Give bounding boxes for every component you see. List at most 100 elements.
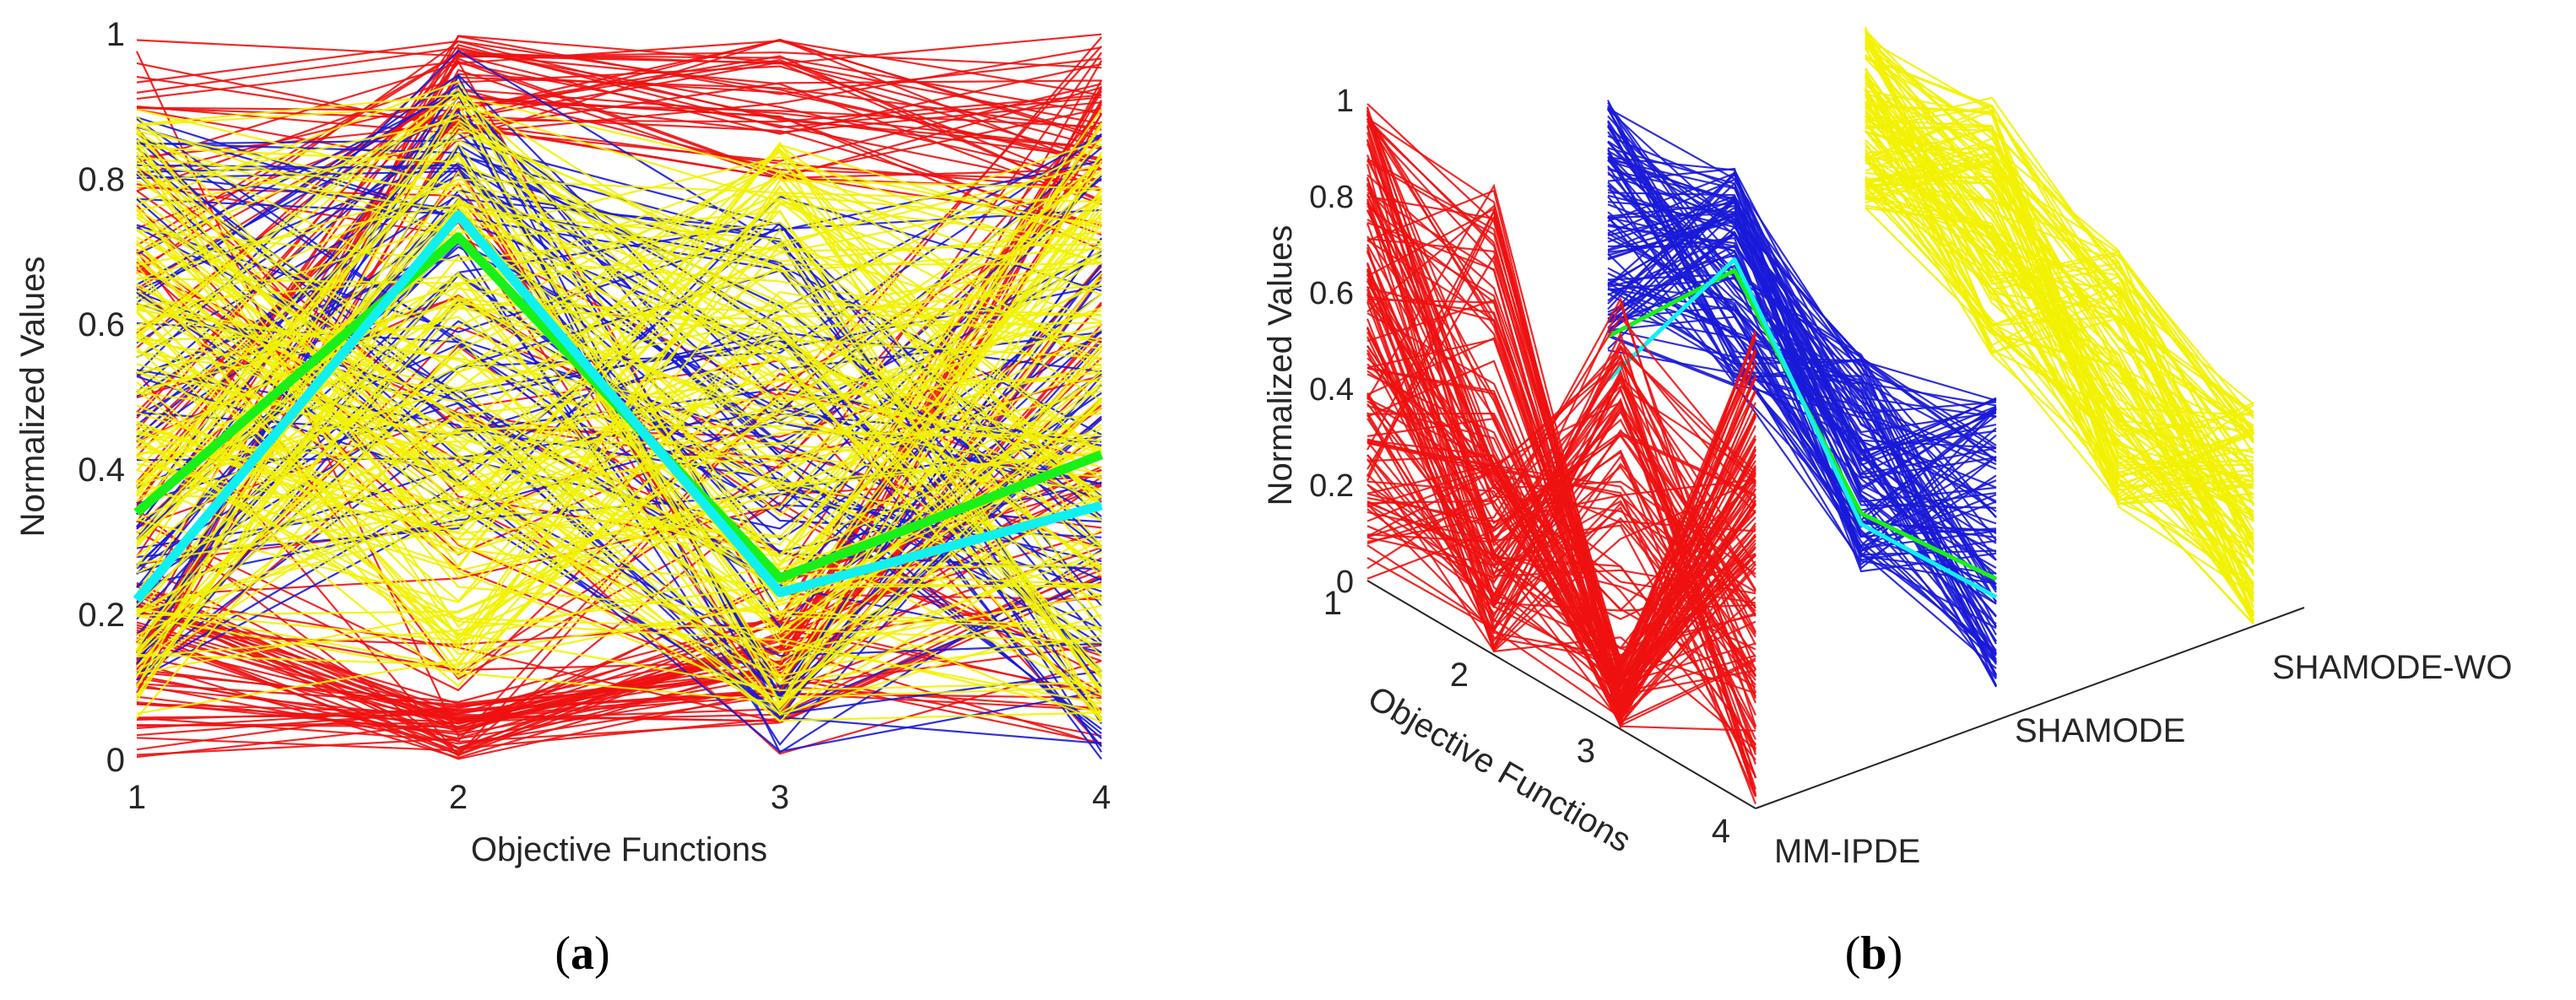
panel-a-line-yellow bbox=[136, 203, 1102, 691]
panel-a-line-yellow bbox=[136, 153, 1102, 684]
panel-b-line-MM-IPDE bbox=[1366, 204, 1757, 686]
panel-a-line-yellow bbox=[136, 159, 1102, 680]
panel-b-line-SHAMODE bbox=[1607, 201, 1997, 467]
panel-a-x-axis-label: Objective Functions bbox=[471, 831, 767, 868]
panel-b-line-SHAMODE-WO bbox=[1864, 57, 2254, 504]
panel-a-line-red bbox=[136, 75, 1102, 180]
panel-a-y-tick-label: 0.4 bbox=[78, 451, 125, 489]
panel-a-x-tick-label: 3 bbox=[771, 779, 789, 816]
panel-a-line-yellow bbox=[136, 300, 1102, 688]
panel-a-line-yellow bbox=[136, 305, 1102, 558]
panel-a-caption-letter: a bbox=[571, 927, 594, 980]
panel-b-line-MM-IPDE bbox=[1366, 126, 1756, 683]
panel-b-line-SHAMODE-WO bbox=[1864, 68, 2254, 551]
panel-b-line-SHAMODE-WO bbox=[1864, 86, 2254, 598]
panel-b-line-SHAMODE-WO bbox=[1864, 115, 2254, 503]
panel-a-line-red bbox=[136, 38, 1102, 170]
panel-b-line-SHAMODE-WO bbox=[1864, 29, 2254, 442]
panel-a-line-red bbox=[136, 196, 1102, 565]
panel-b-z-tick-label: SHAMODE-WO bbox=[2272, 649, 2512, 686]
panel-b-line-SHAMODE-WO bbox=[1864, 89, 2254, 489]
panel-b-line-SHAMODE bbox=[1607, 275, 1997, 489]
panel-b-line-SHAMODE-WO bbox=[1864, 178, 2254, 594]
panel-a-line-blue bbox=[136, 300, 1102, 735]
panel-b-y-axis-label: Normalized Values bbox=[1262, 225, 1299, 506]
panel-a-line-red bbox=[136, 93, 1102, 270]
panel-b-line-MM-IPDE bbox=[1366, 374, 1756, 671]
panel-a-axes: 0 0.2 0.4 0.6 0.8 1 1 2 3 4 bbox=[78, 16, 1111, 816]
panel-a-line-yellow bbox=[136, 256, 1102, 642]
panel-a-y-tick-label: 0.8 bbox=[78, 161, 125, 198]
panel-a-series-cyan bbox=[133, 210, 1103, 603]
panel-a-line-yellow bbox=[136, 138, 1102, 546]
panel-b-line-SHAMODE bbox=[1607, 107, 1997, 548]
panel-b-x-axis-line bbox=[1366, 580, 1756, 809]
panel-a-bundle-yellow bbox=[136, 80, 1102, 723]
panel-a-line-blue bbox=[136, 376, 1102, 753]
panel-b-x-tick-label: 3 bbox=[1577, 732, 1595, 770]
panel-b-line-SHAMODE-WO bbox=[1864, 115, 2254, 552]
panel-b-z-tick-label: SHAMODE bbox=[2015, 712, 2185, 749]
panel-b-line-MM-IPDE bbox=[1366, 442, 1757, 797]
panel-b-axes: 0 0.2 0.4 0.6 0.8 1 1 2 3 4 MM-IPDE SHAMODE SHAMODE-… bbox=[1309, 84, 2512, 870]
panel-a-line-red bbox=[136, 54, 1102, 349]
panel-b-line-SHAMODE-WO bbox=[1864, 111, 2254, 572]
panel-b-x-axis-label: Objective Functions bbox=[1361, 679, 1637, 860]
panel-a-line-yellow bbox=[136, 146, 1102, 672]
panel-a-line-yellow bbox=[136, 290, 1102, 603]
panel-a-chart: 0 0.2 0.4 0.6 0.8 1 1 2 3 4 Objective Functions N… bbox=[14, 16, 1111, 868]
panel-b-line-MM-IPDE bbox=[1366, 375, 1757, 750]
panel-a-x-tick-label: 2 bbox=[449, 779, 468, 816]
panel-a-line-yellow bbox=[136, 420, 1102, 704]
panel-b-line-SHAMODE bbox=[1607, 195, 1997, 542]
panel-a-line-yellow bbox=[136, 139, 1102, 579]
panel-a-line-yellow bbox=[136, 127, 1102, 677]
panel-a-y-tick-label: 1 bbox=[106, 16, 125, 53]
panel-b-caption: (b) bbox=[1845, 927, 1902, 980]
panel-b-line-MM-IPDE bbox=[1366, 174, 1756, 666]
panel-b-line-MM-IPDE bbox=[1366, 295, 1757, 669]
panel-a-line-yellow bbox=[136, 138, 1102, 312]
panel-b-line-SHAMODE-WO bbox=[1864, 93, 2254, 434]
panel-b-line-MM-IPDE bbox=[1366, 327, 1756, 695]
panel-a-line-yellow bbox=[136, 429, 1102, 588]
panel-a-line-yellow bbox=[136, 293, 1102, 614]
panel-b-line-SHAMODE bbox=[1607, 170, 1997, 657]
panel-a-caption-open: ( bbox=[555, 927, 571, 980]
panel-b-line-MM-IPDE bbox=[1366, 208, 1756, 718]
panel-a-line-blue bbox=[136, 85, 1102, 630]
panel-a-line-yellow bbox=[136, 240, 1102, 666]
panel-b-line-MM-IPDE bbox=[1366, 370, 1756, 703]
panel-b-line-MM-IPDE bbox=[1366, 330, 1757, 711]
panel-a-y-tick-label: 0.2 bbox=[78, 597, 125, 634]
panel-a-line-red bbox=[136, 41, 1102, 274]
panel-a-line-yellow bbox=[136, 132, 1102, 509]
panel-b-line-SHAMODE bbox=[1607, 102, 1997, 603]
panel-b-caption-close: ) bbox=[1887, 927, 1903, 980]
panel-b-line-SHAMODE bbox=[1607, 211, 1997, 479]
panel-a-line-red bbox=[136, 685, 1102, 756]
panel-b-y-tick-label: 0.4 bbox=[1309, 372, 1354, 408]
panel-a-line-red bbox=[136, 38, 1102, 439]
panel-b-y-tick-label: 1 bbox=[1336, 84, 1354, 119]
panel-b-x-tick-label: 4 bbox=[1712, 813, 1730, 850]
panel-a-line-yellow bbox=[136, 80, 1102, 582]
panel-a-x-tick-label: 1 bbox=[127, 779, 146, 816]
panel-b-x-tick-label: 1 bbox=[1323, 585, 1342, 622]
panel-b-plot-lines bbox=[1366, 26, 2255, 804]
panel-b-line-MM-IPDE bbox=[1366, 469, 1756, 686]
panel-a-line-yellow bbox=[136, 424, 1102, 715]
panel-b-y-tick-label: 0.2 bbox=[1309, 468, 1354, 504]
panel-b-y-tick-label: 0.8 bbox=[1309, 180, 1354, 215]
panel-a-line-red bbox=[136, 569, 1102, 719]
panel-b-line-SHAMODE-WO bbox=[1864, 72, 2254, 417]
panel-b-line-SHAMODE-WO bbox=[1864, 56, 2254, 596]
panel-a-line-yellow bbox=[136, 242, 1102, 522]
panel-b-line-SHAMODE bbox=[1607, 184, 1997, 590]
panel-b-z-axis-line bbox=[1755, 607, 2305, 809]
panel-a-line-red bbox=[136, 53, 1102, 431]
panel-a-line-yellow bbox=[136, 454, 1102, 644]
panel-a-line-yellow bbox=[136, 156, 1102, 535]
panel-b-line-MM-IPDE bbox=[1366, 478, 1756, 523]
